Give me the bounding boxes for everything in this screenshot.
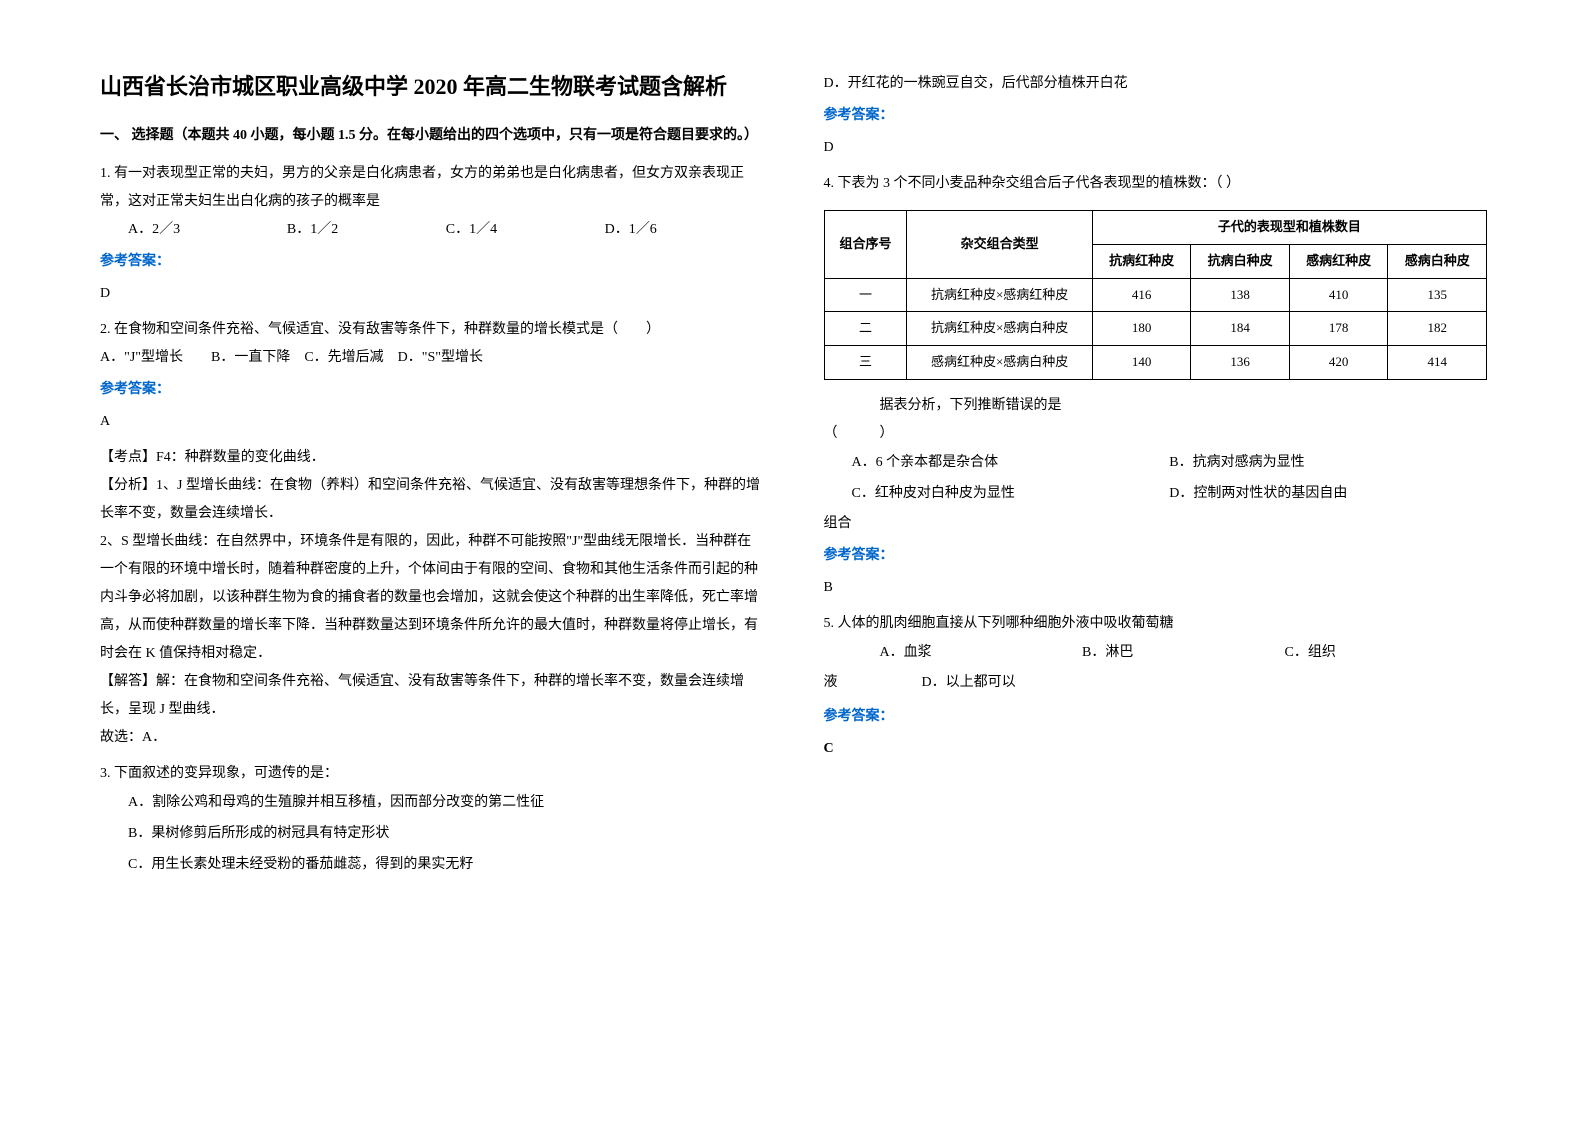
table-header: 组合序号	[824, 211, 907, 279]
question-subtext: （ ）	[824, 420, 1488, 448]
table-cell: 一	[824, 278, 907, 312]
table-cell: 182	[1388, 312, 1487, 346]
analysis-text: 【解答】解：在食物和空间条件充裕、气候适宜、没有敌害等条件下，种群的增长率不变，…	[100, 668, 764, 724]
table-header-row: 组合序号 杂交组合类型 子代的表现型和植株数目	[824, 211, 1487, 245]
option-c: C．红种皮对白种皮为显性	[852, 479, 1170, 510]
table-cell: 135	[1388, 278, 1487, 312]
table-header: 杂交组合类型	[907, 211, 1092, 279]
question-text: 5. 人体的肌肉细胞直接从下列哪种细胞外液中吸收葡萄糖	[824, 610, 1488, 638]
question-text: 4. 下表为 3 个不同小麦品种杂交组合后子代各表现型的植株数：（ ）	[824, 170, 1488, 198]
table-cell: 感病红种皮×感病白种皮	[907, 346, 1092, 380]
table-header-group: 子代的表现型和植株数目	[1092, 211, 1486, 245]
answer-label: 参考答案：	[824, 102, 1488, 130]
question-options: A．6 个亲本都是杂合体 B．抗病对感病为显性	[852, 448, 1488, 479]
question-text: 1. 有一对表现型正常的夫妇，男方的父亲是白化病患者，女方的弟弟也是白化病患者，…	[100, 160, 764, 216]
option-d: D．1／6	[605, 216, 764, 244]
question-5: 5. 人体的肌肉细胞直接从下列哪种细胞外液中吸收葡萄糖 A．血浆 B．淋巴 C．…	[824, 610, 1488, 764]
answer-label: 参考答案：	[100, 248, 764, 276]
question-4: 4. 下表为 3 个不同小麦品种杂交组合后子代各表现型的植株数：（ ） 组合序号…	[824, 170, 1488, 602]
option-c: C．1／4	[446, 216, 605, 244]
answer-value: B	[824, 574, 1488, 602]
question-text: 3. 下面叙述的变异现象，可遗传的是：	[100, 760, 764, 788]
table-header: 抗病红种皮	[1092, 244, 1191, 278]
analysis-text: 【考点】F4：种群数量的变化曲线．	[100, 444, 764, 472]
question-subtext: 据表分析，下列推断错误的是	[880, 392, 1488, 420]
table-header: 感病白种皮	[1388, 244, 1487, 278]
table-cell: 420	[1289, 346, 1388, 380]
option-b: B．抗病对感病为显性	[1169, 448, 1487, 479]
option-d: D．以上都可以	[922, 668, 1016, 699]
answer-value: C	[824, 735, 1488, 763]
question-1: 1. 有一对表现型正常的夫妇，男方的父亲是白化病患者，女方的弟弟也是白化病患者，…	[100, 160, 764, 308]
table-cell: 抗病红种皮×感病白种皮	[907, 312, 1092, 346]
question-options: C．红种皮对白种皮为显性 D．控制两对性状的基因自由	[852, 479, 1488, 510]
option-c: C．用生长素处理未经受粉的番茄雌蕊，得到的果实无籽	[128, 850, 764, 881]
table-header: 感病红种皮	[1289, 244, 1388, 278]
question-3-continued: D．开红花的一株豌豆自交，后代部分植株开白花 参考答案： D	[824, 70, 1488, 162]
analysis-text: 2、S 型增长曲线：在自然界中，环境条件是有限的，因此，种群不可能按照"J"型曲…	[100, 528, 764, 668]
option-d-cont: 组合	[824, 510, 1488, 538]
answer-value: D	[824, 134, 1488, 162]
table-cell: 184	[1191, 312, 1290, 346]
question-text: 2. 在食物和空间条件充裕、气候适宜、没有敌害等条件下，种群数量的增长模式是（ …	[100, 316, 764, 344]
document-title: 山西省长治市城区职业高级中学 2020 年高二生物联考试题含解析	[100, 70, 764, 103]
table-cell: 178	[1289, 312, 1388, 346]
question-options: A．血浆 B．淋巴 C．组织 液 D．以上都可以	[824, 638, 1488, 700]
table-row: 一 抗病红种皮×感病红种皮 416 138 410 135	[824, 278, 1487, 312]
question-options: A．"J"型增长 B．一直下降 C．先增后减 D．"S"型增长	[100, 344, 764, 372]
table-cell: 二	[824, 312, 907, 346]
table-row: 三 感病红种皮×感病白种皮 140 136 420 414	[824, 346, 1487, 380]
table-row: 二 抗病红种皮×感病白种皮 180 184 178 182	[824, 312, 1487, 346]
left-column: 山西省长治市城区职业高级中学 2020 年高二生物联考试题含解析 一、 选择题（…	[100, 70, 764, 889]
table-cell: 410	[1289, 278, 1388, 312]
answer-label: 参考答案：	[100, 376, 764, 404]
option-b: B．1／2	[287, 216, 446, 244]
option-a: A．2／3	[128, 216, 287, 244]
question-options: A．2／3 B．1／2 C．1／4 D．1／6	[128, 216, 764, 244]
table-cell: 414	[1388, 346, 1487, 380]
question-2: 2. 在食物和空间条件充裕、气候适宜、没有敌害等条件下，种群数量的增长模式是（ …	[100, 316, 764, 752]
answer-label: 参考答案：	[824, 703, 1488, 731]
option-a: A．血浆	[880, 638, 1083, 669]
section-header: 一、 选择题（本题共 40 小题，每小题 1.5 分。在每小题给出的四个选项中，…	[100, 123, 764, 148]
table-cell: 140	[1092, 346, 1191, 380]
right-column: D．开红花的一株豌豆自交，后代部分植株开白花 参考答案： D 4. 下表为 3 …	[824, 70, 1488, 889]
question-3: 3. 下面叙述的变异现象，可遗传的是： A．割除公鸡和母鸡的生殖腺并相互移植，因…	[100, 760, 764, 880]
analysis-text: 故选：A．	[100, 724, 764, 752]
answer-value: D	[100, 280, 764, 308]
option-b: B．淋巴	[1082, 638, 1285, 669]
analysis-text: 【分析】1、J 型增长曲线：在食物（养料）和空间条件充裕、气候适宜、没有敌害等理…	[100, 472, 764, 528]
table-cell: 抗病红种皮×感病红种皮	[907, 278, 1092, 312]
option-d: D．控制两对性状的基因自由	[1169, 479, 1487, 510]
answer-label: 参考答案：	[824, 542, 1488, 570]
data-table: 组合序号 杂交组合类型 子代的表现型和植株数目 抗病红种皮 抗病白种皮 感病红种…	[824, 210, 1488, 380]
option-b: B．果树修剪后所形成的树冠具有特定形状	[128, 819, 764, 850]
option-a: A．割除公鸡和母鸡的生殖腺并相互移植，因而部分改变的第二性征	[128, 788, 764, 819]
option-a: A．6 个亲本都是杂合体	[852, 448, 1170, 479]
table-header: 抗病白种皮	[1191, 244, 1290, 278]
table-cell: 416	[1092, 278, 1191, 312]
table-cell: 138	[1191, 278, 1290, 312]
table-cell: 180	[1092, 312, 1191, 346]
table-cell: 三	[824, 346, 907, 380]
option-c-cont: 液	[824, 668, 838, 699]
table-cell: 136	[1191, 346, 1290, 380]
option-c: C．组织	[1285, 638, 1488, 669]
answer-value: A	[100, 408, 764, 436]
option-d: D．开红花的一株豌豆自交，后代部分植株开白花	[824, 70, 1488, 98]
